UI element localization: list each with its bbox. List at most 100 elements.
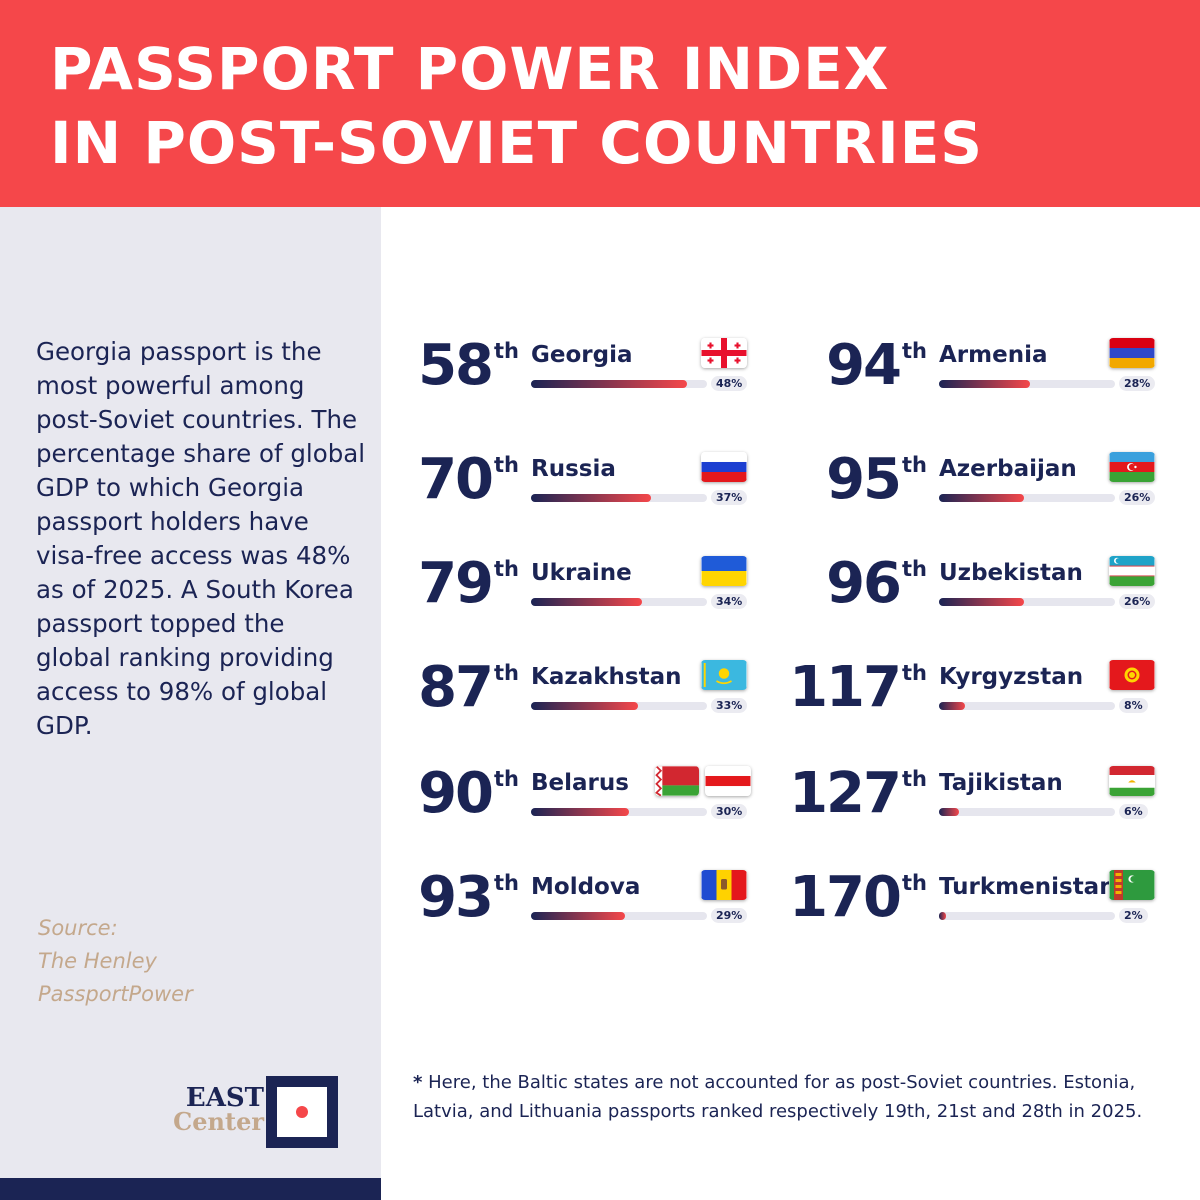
country-row-moldova: 93th Moldova 29% [417,870,777,960]
rank-suffix: th [902,557,927,581]
rank-label: 70th [418,452,519,508]
source-note: Source: The Henley PassportPower [38,912,288,1011]
country-row-kazakhstan: 87th Kazakhstan 33% [417,660,777,750]
header-banner: PASSPORT POWER INDEX IN POST-SOVIET COUN… [0,0,1200,207]
bar-armenia [939,380,1031,388]
bar-track [531,494,707,502]
rank-number: 127 [789,761,902,826]
percent-label: 48% [711,376,748,391]
rank-number: 117 [789,655,902,720]
rank-suffix: th [902,339,927,363]
turkmenistan-flag-icon [1109,870,1155,900]
rank-label: 117th [789,660,927,716]
percent-label: 26% [1119,490,1156,505]
country-name: Tajikistan [939,770,1063,796]
footnote-star: * [413,1072,423,1093]
rank-label: 127th [789,766,927,822]
rank-number: 79 [418,551,494,616]
percent-label: 2% [1119,908,1148,923]
country-row-azerbaijan: 95th Azerbaijan 26% [825,452,1185,542]
footnote: * Here, the Baltic states are not accoun… [413,1068,1173,1126]
bar-track [939,912,1115,920]
bar-azerbaijan [939,494,1024,502]
rank-label: 87th [418,660,519,716]
country-row-turkmenistan: 170th Turkmenistan 2% [789,870,1185,960]
bar-russia [531,494,652,502]
country-name: Kyrgyzstan [939,664,1084,690]
bar-track [531,598,707,606]
source-line-2: PassportPower [38,982,193,1006]
country-row-armenia: 94th Armenia 28% [825,338,1185,428]
logo-center: Center [173,1107,264,1136]
ukraine-flag-icon [701,556,747,586]
logo-east: EAST [185,1083,264,1113]
title-line-1: PASSPORT POWER INDEX [50,35,890,103]
bar-tajikistan [939,808,959,816]
rank-suffix: th [494,557,519,581]
source-label: Source: [38,916,118,940]
azerbaijan-flag-icon [1109,452,1155,482]
percent-label: 30% [711,804,748,819]
rank-number: 96 [826,551,902,616]
rank-number: 93 [418,865,494,930]
bar-belarus [531,808,629,816]
percent-label: 26% [1119,594,1156,609]
east-center-logo-icon [266,1076,338,1148]
rank-number: 95 [826,447,902,512]
rank-suffix: th [494,453,519,477]
country-name: Ukraine [531,560,632,586]
description-text: Georgia passport is the most powerful am… [36,337,366,740]
armenia-flag-icon [1109,338,1155,368]
bar-uzbekistan [939,598,1024,606]
country-row-ukraine: 79th Ukraine 34% [417,556,777,646]
bar-track [531,380,707,388]
footnote-text: Here, the Baltic states are not accounte… [413,1072,1143,1122]
sidebar-bottom-bar [0,1178,381,1200]
rank-label: 170th [789,870,927,926]
tajikistan-flag-icon [1109,766,1155,796]
uzbekistan-flag-icon [1109,556,1155,586]
bar-turkmenistan [939,912,946,920]
rank-label: 94th [826,338,927,394]
country-name: Georgia [531,342,633,368]
rank-suffix: th [494,871,519,895]
rank-number: 70 [418,447,494,512]
rank-label: 58th [418,338,519,394]
rank-suffix: th [902,661,927,685]
kyrgyzstan-flag-icon [1109,660,1155,690]
belarus-flag-icon [655,766,699,796]
rank-label: 93th [418,870,519,926]
percent-label: 6% [1119,804,1148,819]
percent-label: 37% [711,490,748,505]
bar-track [531,912,707,920]
bar-track [939,702,1115,710]
rank-number: 94 [826,333,902,398]
percent-label: 33% [711,698,748,713]
country-name: Moldova [531,874,641,900]
country-name: Turkmenistan [939,874,1116,900]
bar-track [531,702,707,710]
bar-track [939,380,1115,388]
rank-suffix: th [902,871,927,895]
rank-number: 90 [418,761,494,826]
percent-label: 34% [711,594,748,609]
rank-suffix: th [902,453,927,477]
rank-suffix: th [494,767,519,791]
rank-label: 95th [826,452,927,508]
country-name: Russia [531,456,616,482]
rank-label: 90th [418,766,519,822]
kazakhstan-flag-icon [701,660,747,690]
country-name: Belarus [531,770,629,796]
bar-track [939,598,1115,606]
logo-dot [296,1106,308,1118]
bar-track [939,494,1115,502]
belarus-wrw-flag-icon [705,766,751,796]
rank-number: 58 [418,333,494,398]
country-name: Uzbekistan [939,560,1083,586]
rank-number: 87 [418,655,494,720]
russia-flag-icon [701,452,747,482]
country-name: Armenia [939,342,1048,368]
moldova-flag-icon [701,870,747,900]
rank-suffix: th [902,767,927,791]
sidebar-panel [0,207,381,1200]
